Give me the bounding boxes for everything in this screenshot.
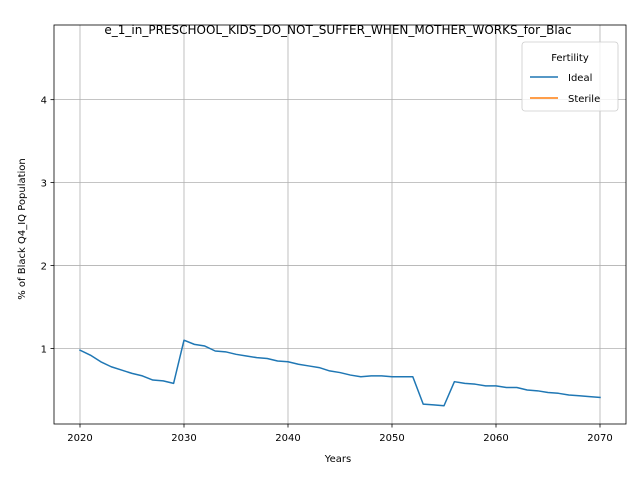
legend-box <box>521 41 619 112</box>
series-line-ideal <box>78 339 601 407</box>
series-layer <box>78 339 601 407</box>
legend-label-sterile: Sterile <box>568 94 600 105</box>
y-tick-label: 3 <box>41 179 47 190</box>
y-tick-label: 2 <box>41 262 47 273</box>
x-tick-label: 2040 <box>275 433 300 444</box>
plot-frame <box>53 24 627 425</box>
chart-title: e_1_in_PRESCHOOL_KIDS_DO_NOT_SUFFER_WHEN… <box>104 23 571 37</box>
x-tick-label: 2050 <box>379 433 404 444</box>
x-axis-label: Years <box>324 454 351 465</box>
legend-label-ideal: Ideal <box>568 73 592 84</box>
x-tick-label: 2020 <box>67 433 92 444</box>
axis-ticks: 2020 2030 2040 2050 2060 2070 1 2 3 4 <box>41 96 613 444</box>
x-tick-label: 2030 <box>171 433 196 444</box>
y-axis-label: % of Black Q4_IQ Population <box>17 158 28 300</box>
legend: Fertility Ideal Sterile <box>521 41 619 112</box>
x-tick-label: 2070 <box>587 433 612 444</box>
legend-title: Fertility <box>551 53 589 64</box>
x-tick-label: 2060 <box>483 433 508 444</box>
y-tick-label: 1 <box>41 345 47 356</box>
y-tick-label: 4 <box>41 96 47 107</box>
